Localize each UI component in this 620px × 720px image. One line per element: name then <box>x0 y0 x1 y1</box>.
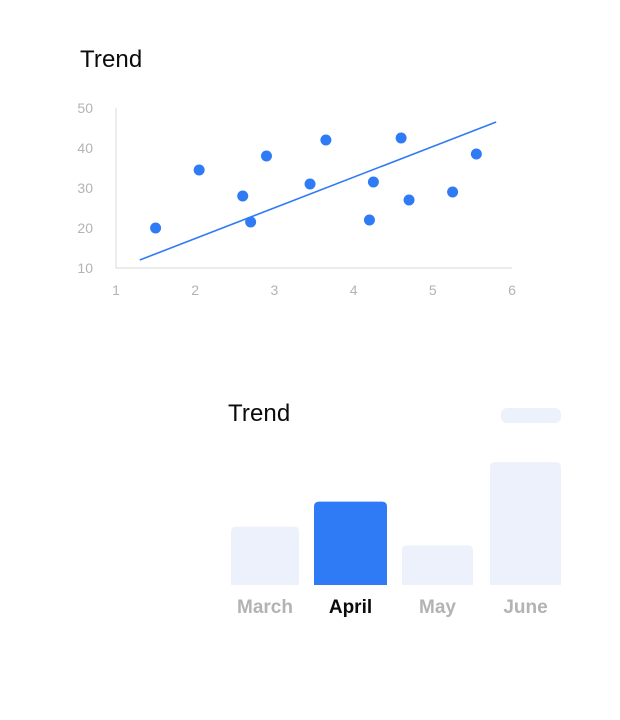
x-tick-label: 4 <box>350 282 358 298</box>
scatter-point <box>320 134 332 146</box>
bar-may <box>402 545 473 585</box>
bar-chart-title: Trend <box>228 400 291 427</box>
scatter-point <box>447 186 459 198</box>
scatter-point <box>403 194 415 206</box>
bar-march <box>231 526 299 585</box>
legend-swatch <box>501 408 561 423</box>
scatter-point <box>470 148 482 160</box>
bar-june <box>490 462 561 585</box>
bar-label-april: April <box>329 597 372 618</box>
bar-label-june: June <box>503 597 547 618</box>
y-tick-label: 50 <box>77 100 93 116</box>
bar-april <box>314 501 387 585</box>
scatter-point <box>260 150 272 162</box>
scatter-point <box>395 132 407 144</box>
x-tick-label: 3 <box>271 282 279 298</box>
y-tick-label: 30 <box>77 180 93 196</box>
trend-line <box>139 121 497 261</box>
scatter-point <box>304 178 316 190</box>
bar-chart-card: Trend March April May June <box>0 380 620 680</box>
x-tick-label: 2 <box>191 282 199 298</box>
scatter-chart: 10 20 30 40 50 1 2 3 4 5 6 <box>77 100 516 298</box>
y-tick-label: 20 <box>77 220 93 236</box>
scatter-chart-title: Trend <box>80 46 143 73</box>
y-tick-label: 10 <box>77 260 93 276</box>
bar-label-march: March <box>237 597 293 618</box>
scatter-point <box>363 214 375 226</box>
scatter-chart-card: Trend 10 20 30 40 50 1 2 3 4 5 6 <box>0 0 620 340</box>
y-tick-label: 40 <box>77 140 93 156</box>
scatter-point <box>245 216 257 228</box>
scatter-point <box>150 222 162 234</box>
bar-label-may: May <box>419 597 456 618</box>
bar-chart: March April May June <box>231 408 561 618</box>
scatter-point <box>367 176 379 188</box>
scatter-point <box>193 164 205 176</box>
x-tick-label: 5 <box>429 282 437 298</box>
scatter-point <box>237 190 249 202</box>
x-tick-label: 6 <box>508 282 516 298</box>
x-tick-label: 1 <box>112 282 120 298</box>
